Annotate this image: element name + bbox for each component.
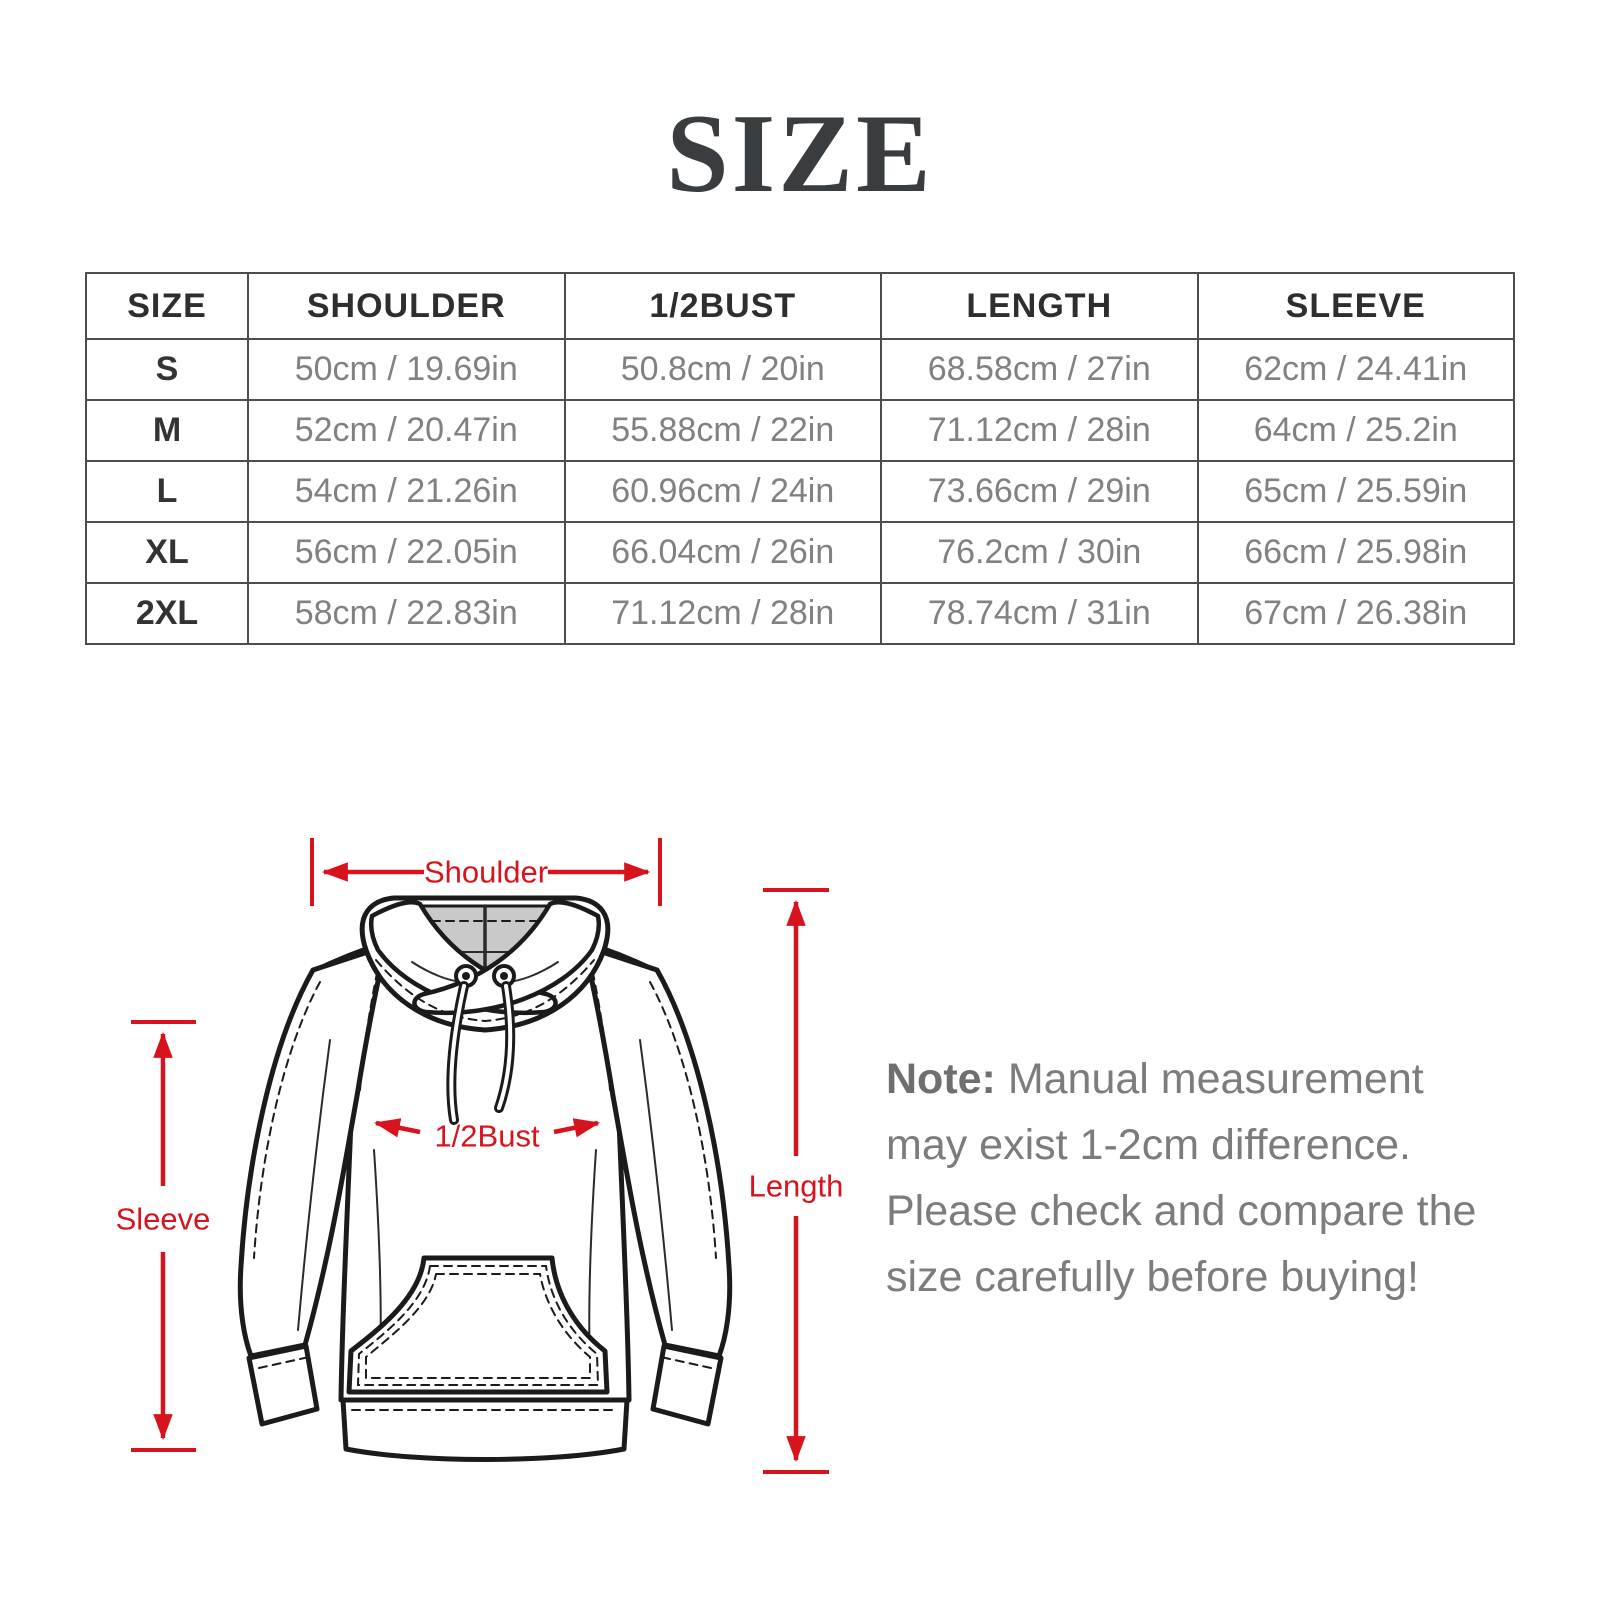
hoodie-drawing-icon: [237, 895, 733, 1462]
measurement-note: Note: Manual measurement may exist 1-2cm…: [886, 1046, 1478, 1310]
measurement-annotations: Shoulder Sleeve Length 1/2Bust: [116, 838, 844, 1474]
drawstring-left: [446, 981, 469, 1125]
col-header-halfbust: 1/2BUST: [563, 272, 882, 340]
size-label: L: [85, 460, 249, 523]
shoulder-cell: 50cm / 19.69in: [247, 338, 566, 401]
col-header-sleeve: SLEEVE: [1196, 272, 1515, 340]
note-text: Manual measurement may exist 1-2cm diffe…: [886, 1055, 1477, 1301]
col-header-size: SIZE: [85, 272, 249, 340]
length-cell: 78.74cm / 31in: [880, 582, 1199, 645]
sleeve-cell: 62cm / 24.41in: [1196, 338, 1515, 401]
sleeve-cell: 66cm / 25.98in: [1196, 521, 1515, 584]
table-row: 2XL 58cm / 22.83in 71.12cm / 28in 78.74c…: [85, 582, 1515, 645]
halfbust-cell: 55.88cm / 22in: [563, 399, 882, 462]
length-cell: 71.12cm / 28in: [880, 399, 1199, 462]
note-label: Note:: [886, 1055, 996, 1103]
half-bust-measure-arrow: 1/2Bust: [373, 1118, 601, 1154]
table-row: XL 56cm / 22.05in 66.04cm / 26in 76.2cm …: [85, 521, 1515, 584]
shoulder-cell: 58cm / 22.83in: [247, 582, 566, 645]
shoulder-measure-label: Shoulder: [424, 855, 548, 890]
length-measure-arrow: Length: [749, 888, 844, 1474]
sleeve-measure-arrow: Sleeve: [116, 1020, 211, 1452]
col-header-length: LENGTH: [880, 272, 1199, 340]
half-bust-measure-label: 1/2Bust: [434, 1119, 540, 1154]
size-label: S: [85, 338, 249, 401]
length-cell: 76.2cm / 30in: [880, 521, 1199, 584]
table-row: S 50cm / 19.69in 50.8cm / 20in 68.58cm /…: [85, 338, 1515, 401]
shoulder-cell: 52cm / 20.47in: [247, 399, 566, 462]
shoulder-cell: 56cm / 22.05in: [247, 521, 566, 584]
sleeve-cell: 67cm / 26.38in: [1196, 582, 1515, 645]
col-header-shoulder: SHOULDER: [247, 272, 566, 340]
sleeve-measure-label: Sleeve: [116, 1202, 211, 1237]
shoulder-cell: 54cm / 21.26in: [247, 460, 566, 523]
length-cell: 68.58cm / 27in: [880, 338, 1199, 401]
halfbust-cell: 50.8cm / 20in: [563, 338, 882, 401]
sleeve-cell: 64cm / 25.2in: [1196, 399, 1515, 462]
hoodie-pocket: [346, 1255, 610, 1395]
halfbust-cell: 60.96cm / 24in: [563, 460, 882, 523]
sleeve-cell: 65cm / 25.59in: [1196, 460, 1515, 523]
size-label: 2XL: [85, 582, 249, 645]
table-row: M 52cm / 20.47in 55.88cm / 22in 71.12cm …: [85, 399, 1515, 462]
table-row: L 54cm / 21.26in 60.96cm / 24in 73.66cm …: [85, 460, 1515, 523]
page-title: SIZE: [666, 92, 934, 216]
size-table: SIZE SHOULDER 1/2BUST LENGTH SLEEVE S 50…: [85, 272, 1515, 645]
length-cell: 73.66cm / 29in: [880, 460, 1199, 523]
shoulder-measure-arrow: Shoulder: [310, 838, 662, 906]
size-label: M: [85, 399, 249, 462]
drawstring-right: [494, 981, 516, 1113]
size-table-header: SIZE SHOULDER 1/2BUST LENGTH SLEEVE: [85, 272, 1515, 340]
halfbust-cell: 71.12cm / 28in: [563, 582, 882, 645]
length-measure-label: Length: [749, 1169, 844, 1204]
size-label: XL: [85, 521, 249, 584]
hoodie-hem: [340, 1397, 630, 1462]
halfbust-cell: 66.04cm / 26in: [563, 521, 882, 584]
